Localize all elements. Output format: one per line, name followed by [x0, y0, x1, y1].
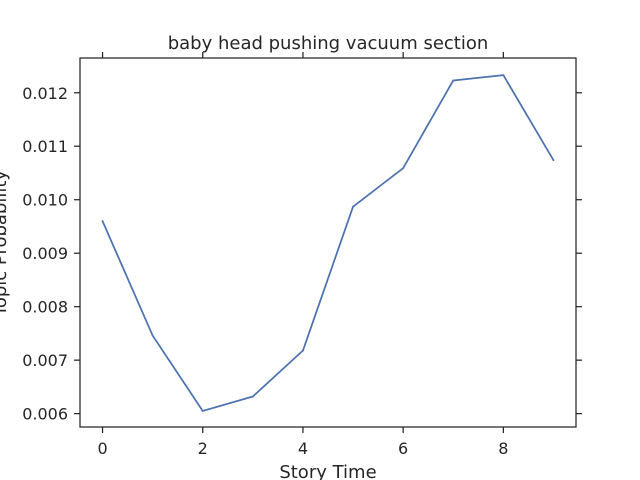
x-tick-label: 0 [97, 439, 107, 458]
data-point [251, 395, 254, 398]
x-tick-label: 4 [298, 439, 308, 458]
data-point [552, 159, 555, 162]
y-tick-label: 0.007 [22, 351, 68, 370]
y-tick-label: 0.006 [22, 405, 68, 424]
plot-area-frame [79, 57, 577, 428]
data-point [452, 79, 455, 82]
x-tick-label: 2 [198, 439, 208, 458]
y-tick-label: 0.009 [22, 244, 68, 263]
x-tick-label: 8 [498, 439, 508, 458]
y-tick-label: 0.008 [22, 298, 68, 317]
series-line [101, 74, 555, 412]
x-axis-ticks: 0 2 4 6 8 [97, 52, 508, 458]
data-point [151, 334, 154, 337]
y-tick-label: 0.012 [22, 84, 68, 103]
y-axis-ticks: 0.006 0.007 0.008 0.009 0.010 0.011 0.012 [22, 84, 582, 424]
data-point [201, 410, 204, 412]
chart-title: baby head pushing vacuum section [168, 33, 489, 54]
data-point [101, 220, 104, 223]
y-tick-label: 0.010 [22, 191, 68, 210]
x-axis-label: Story Time [279, 462, 376, 480]
y-tick-label: 0.011 [22, 137, 68, 156]
x-tick-label: 6 [398, 439, 408, 458]
series-layer [101, 74, 555, 412]
data-point [352, 205, 354, 208]
data-point [402, 167, 405, 170]
data-point [502, 74, 505, 77]
data-point [302, 349, 304, 352]
y-axis-label: Topic Probability [0, 170, 11, 317]
